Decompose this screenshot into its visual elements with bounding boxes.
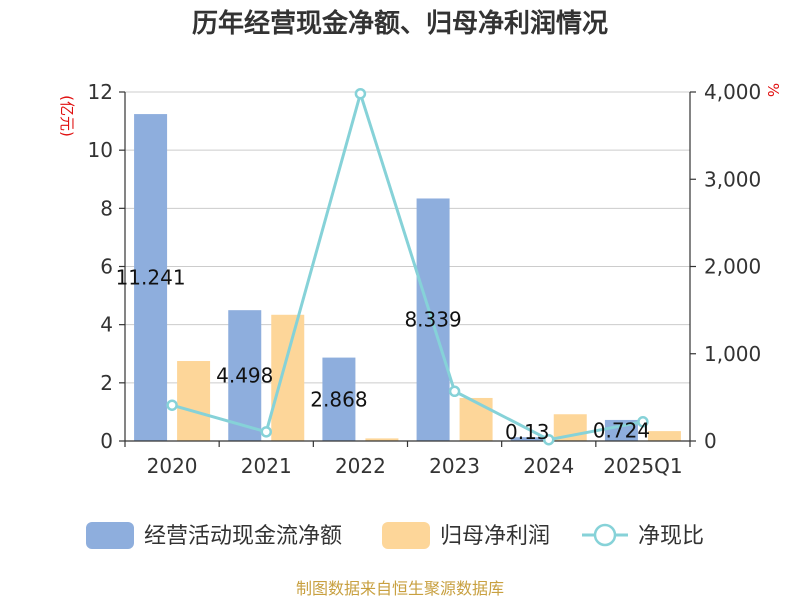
y-left-tick-label: 4: [100, 313, 113, 337]
ratio-point: [166, 399, 178, 411]
axes: 0 2 4 6 8 10 12 0 1,000 2,000 3,000 4,000 2020 2021 20…: [58, 80, 782, 478]
cashflow-bar: [510, 437, 544, 441]
y-right-tick-label: 1,000: [704, 342, 761, 366]
x-tick-label: 2022: [335, 454, 386, 478]
x-tick-label: 2024: [523, 454, 574, 478]
net-profit-bar: [177, 361, 211, 441]
bars: [134, 114, 681, 441]
cashflow-data-label: 0.724: [593, 418, 650, 442]
net-profit-bar: [271, 314, 305, 441]
legend-label-cashflow: 经营活动现金流净额: [144, 524, 342, 549]
y-left-tick-label: 12: [88, 80, 113, 104]
x-tick-label: 2020: [147, 454, 198, 478]
y-right-tick-label: 3,000: [704, 167, 761, 191]
x-tick-label: 2023: [429, 454, 480, 478]
y-right-tick-label: 0: [704, 429, 717, 453]
cashflow-bar: [228, 310, 262, 441]
cashflow-data-label: 11.241: [116, 266, 186, 290]
ratio-line: [166, 87, 649, 446]
legend: 经营活动现金流净额 归母净利润 净现比: [86, 522, 704, 549]
ratio-line-path: [171, 88, 644, 442]
y-right-axis-label: %: [764, 83, 782, 97]
cashflow-data-label: 0.13: [505, 420, 550, 444]
net-profit-bar: [459, 397, 493, 441]
chart-title: 历年经营现金净额、归母净利润情况: [192, 8, 608, 39]
y-left-axis-label: (亿元): [58, 95, 76, 137]
ratio-point: [354, 87, 367, 100]
ratio-point: [260, 426, 272, 438]
x-tick-label: 2025Q1: [603, 454, 682, 478]
net-profit-bar: [647, 431, 681, 441]
legend-marker-ratio: [593, 523, 617, 547]
y-left-tick-label: 0: [100, 429, 113, 453]
legend-swatch-net-profit: [382, 522, 430, 549]
y-left-tick-label: 2: [100, 371, 113, 395]
cashflow-data-label: 4.498: [216, 364, 273, 388]
ratio-point: [448, 385, 461, 398]
legend-label-net-profit: 归母净利润: [440, 524, 550, 549]
y-left-tick-label: 10: [88, 138, 113, 162]
y-right-tick-label: 2,000: [704, 255, 761, 279]
y-left-tick-label: 6: [100, 255, 113, 279]
grid-lines: [125, 91, 690, 384]
x-tick-label: 2021: [241, 454, 292, 478]
legend-swatch-cashflow: [86, 522, 134, 549]
net-profit-bar: [365, 438, 399, 441]
source-note: 制图数据来自恒生聚源数据库: [296, 579, 504, 598]
cashflow-data-label: 8.339: [404, 308, 461, 332]
cashflow-data-label: 2.868: [310, 387, 367, 411]
cashflow-bar: [134, 114, 168, 441]
ratio-point: [543, 433, 555, 446]
ratio-point: [637, 416, 649, 428]
legend-label-ratio: 净现比: [638, 524, 704, 549]
y-right-tick-label: 4,000: [704, 80, 761, 104]
cashflow-bar: [322, 357, 356, 441]
y-left-tick-label: 8: [100, 196, 113, 220]
data-labels: 11.241 4.498 2.868 8.339 0.13 0.724: [116, 266, 650, 444]
